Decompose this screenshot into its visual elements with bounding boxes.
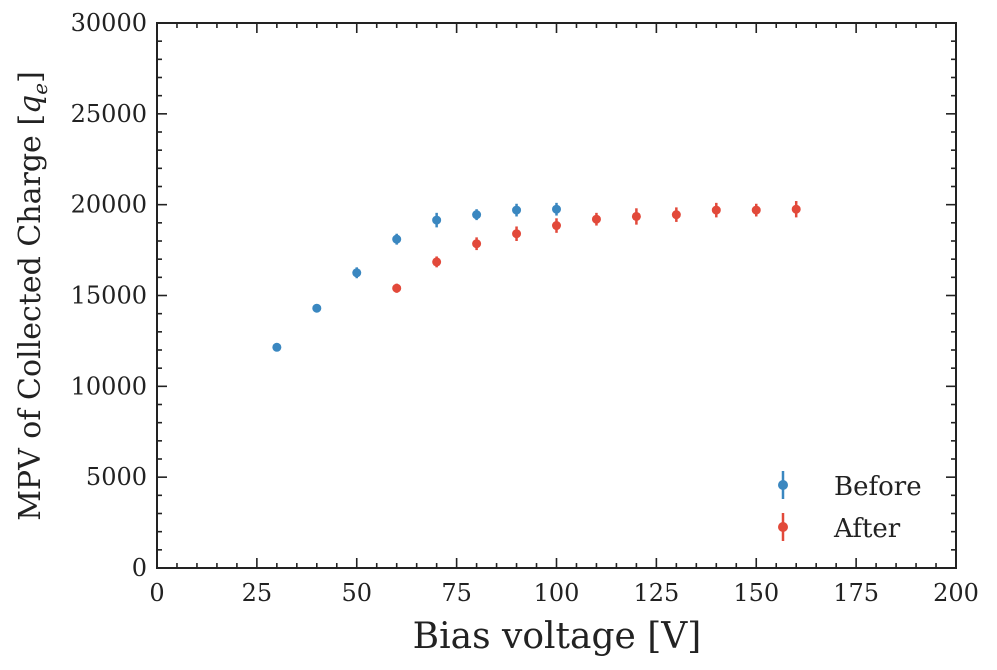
- before-data-point: [352, 268, 362, 278]
- before-data-point: [392, 234, 402, 244]
- legend: Before After: [778, 471, 922, 544]
- after-data-point: [591, 214, 601, 224]
- series-before: [272, 202, 561, 352]
- y-tick-label: 15000: [71, 282, 147, 310]
- after-data-point: [751, 205, 761, 215]
- x-tick-label: 150: [733, 579, 779, 607]
- x-tick-label: 25: [242, 579, 273, 607]
- y-tick-label: 25000: [71, 100, 147, 128]
- after-data-point: [472, 239, 482, 249]
- x-tick-label: 100: [534, 579, 580, 607]
- y-axis-title-close: ]: [13, 71, 48, 83]
- y-tick-label: 10000: [71, 372, 147, 400]
- legend-marker-before: [778, 471, 788, 499]
- series-layer: [272, 201, 801, 352]
- series-after: [392, 201, 801, 293]
- x-tick-label: 175: [833, 579, 879, 607]
- after-data-point: [791, 204, 801, 214]
- after-data-point: [432, 257, 442, 267]
- after-data-point: [671, 210, 681, 220]
- x-tick-label: 125: [633, 579, 679, 607]
- x-axis-title: Bias voltage [V]: [413, 616, 702, 657]
- after-data-point: [552, 221, 561, 231]
- before-data-point: [272, 342, 282, 352]
- y-axis-title-main: MPV of Collected Charge [: [13, 114, 48, 521]
- y-tick-label: 20000: [71, 191, 147, 219]
- plot-frame: [156, 22, 957, 569]
- legend-label-before: Before: [834, 472, 922, 502]
- legend-label-after: After: [833, 514, 901, 544]
- after-data-point: [711, 205, 721, 215]
- tick-labels: 0 25 50 75 100 125 150 175 200 0 5000 10000 15000 200…: [71, 9, 979, 607]
- x-tick-label: 0: [149, 579, 164, 607]
- x-tick-label: 200: [933, 579, 979, 607]
- y-axis-title-subscript: e: [28, 83, 52, 95]
- before-data-point: [472, 210, 482, 220]
- x-tick-label: 50: [341, 579, 372, 607]
- before-data-point: [432, 215, 442, 225]
- before-data-point: [312, 303, 322, 313]
- y-axis-title-symbol: q: [13, 95, 48, 114]
- after-data-point: [512, 229, 522, 239]
- after-data-point: [631, 211, 641, 221]
- y-tick-label: 5000: [86, 463, 147, 491]
- after-data-point: [392, 283, 402, 293]
- y-tick-label: 30000: [71, 9, 147, 37]
- y-tick-label: 0: [132, 554, 147, 582]
- before-data-point: [552, 204, 561, 214]
- x-tick-label: 75: [441, 579, 472, 607]
- legend-marker-after: [778, 513, 788, 541]
- y-axis-title: MPV of Collected Charge [qe]: [13, 71, 52, 521]
- before-data-point: [512, 205, 522, 215]
